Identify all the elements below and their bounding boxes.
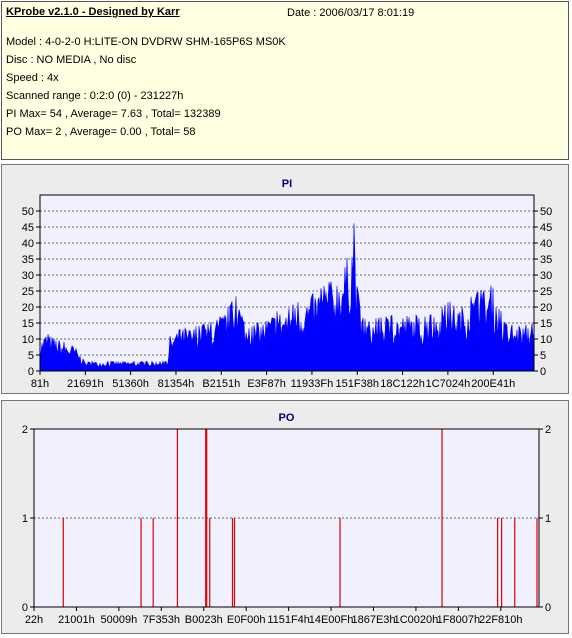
y-tick-label: 0 xyxy=(22,602,28,614)
info-model: Model : 4-0-2-0 H:LITE-ON DVDRW SHM-165P… xyxy=(6,36,286,48)
x-tick-label: 1F8007h xyxy=(437,614,480,626)
pi-chart: PI 0 0 5 5 10 10 15 15 20 20 25 25 30 30 35 35 40 40 45 45 50… xyxy=(22,178,553,390)
y-tick-label: 40 xyxy=(540,238,552,250)
y-tick-label: 0 xyxy=(540,366,546,378)
x-tick-label: 7F353h xyxy=(143,614,180,626)
pi-chart-panel: PI 0 0 5 5 10 10 15 15 20 20 25 25 30 30 35 35 40 40 45 45 50… xyxy=(1,164,569,394)
x-tick-label: 21001h xyxy=(58,614,95,626)
y-tick-label: 1 xyxy=(545,513,551,525)
x-tick-label: B0023h xyxy=(185,614,223,626)
x-tick-label: 151F38h xyxy=(336,378,379,390)
y-tick-label: 35 xyxy=(540,254,552,266)
y-tick-label: 0 xyxy=(28,366,34,378)
y-tick-label: 30 xyxy=(540,270,552,282)
y-tick-label: 10 xyxy=(540,334,552,346)
y-tick-label: 2 xyxy=(22,424,28,436)
pi-series xyxy=(39,223,535,372)
y-tick-label: 45 xyxy=(540,222,552,234)
x-tick-label: 1C0020h xyxy=(394,614,439,626)
y-tick-label: 1 xyxy=(22,513,28,525)
x-tick-label: 21691h xyxy=(67,378,104,390)
y-tick-label: 35 xyxy=(22,254,34,266)
chart-title: PO xyxy=(279,412,295,424)
y-tick-label: 0 xyxy=(545,602,551,614)
x-tick-label: 200E41h xyxy=(471,378,515,390)
x-tick-label: 1151F4h xyxy=(267,614,310,626)
x-tick-label: 81h xyxy=(31,378,49,390)
y-tick-label: 10 xyxy=(22,334,34,346)
y-tick-label: 50 xyxy=(540,206,552,218)
info-panel: KProbe v2.1.0 - Designed by Karr Date : … xyxy=(1,1,569,160)
info-disc: Disc : NO MEDIA , No disc xyxy=(6,54,137,66)
y-tick-label: 30 xyxy=(22,270,34,282)
info-po-summary: PO Max= 2 , Average= 0.00 , Total= 58 xyxy=(6,126,196,138)
x-tick-label: 50009h xyxy=(101,614,138,626)
chart-title: PI xyxy=(282,178,292,190)
y-tick-label: 5 xyxy=(540,350,546,362)
po-chart-panel: PO 0 0 1 1 2 2 22h 21001h 50009h 7F353h B0023h E0F00… xyxy=(1,400,569,634)
po-chart: PO 0 0 1 1 2 2 22h 21001h 50009h 7F353h B0023h E0F00… xyxy=(22,412,551,626)
y-tick-label: 50 xyxy=(22,206,34,218)
y-tick-label: 15 xyxy=(22,318,34,330)
x-tick-label: 18C122h xyxy=(380,378,425,390)
y-tick-label: 2 xyxy=(545,424,551,436)
y-tick-label: 25 xyxy=(22,286,34,298)
info-scanned-range: Scanned range : 0:2:0 (0) - 231227h xyxy=(6,90,184,102)
y-tick-label: 40 xyxy=(22,238,34,250)
x-tick-label: 1867E3h xyxy=(351,614,395,626)
plot-border xyxy=(33,428,540,608)
x-tick-label: 81354h xyxy=(158,378,195,390)
plot-border xyxy=(39,194,535,372)
y-tick-label: 20 xyxy=(22,302,34,314)
y-tick-label: 20 xyxy=(540,302,552,314)
x-tick-label: 22h xyxy=(25,614,43,626)
x-tick-label: 11933Fh xyxy=(291,378,334,390)
app-title: KProbe v2.1.0 - Designed by Karr xyxy=(6,6,180,18)
y-tick-label: 45 xyxy=(22,222,34,234)
info-speed: Speed : 4x xyxy=(6,72,59,84)
y-tick-label: 5 xyxy=(28,350,34,362)
x-tick-label: 51360h xyxy=(112,378,149,390)
y-tick-label: 15 xyxy=(540,318,552,330)
scan-date: Date : 2006/03/17 8:01:19 xyxy=(287,7,415,19)
x-tick-label: E0F00h xyxy=(227,614,266,626)
x-tick-label: B2151h xyxy=(202,378,240,390)
info-pi-summary: PI Max= 54 , Average= 7.63 , Total= 1323… xyxy=(6,108,221,120)
x-tick-label: 14E00Fh xyxy=(309,614,354,626)
x-tick-label: E3F87h xyxy=(247,378,286,390)
x-tick-label: 22F810h xyxy=(479,614,522,626)
x-tick-label: 1C7024h xyxy=(426,378,471,390)
y-tick-label: 25 xyxy=(540,286,552,298)
